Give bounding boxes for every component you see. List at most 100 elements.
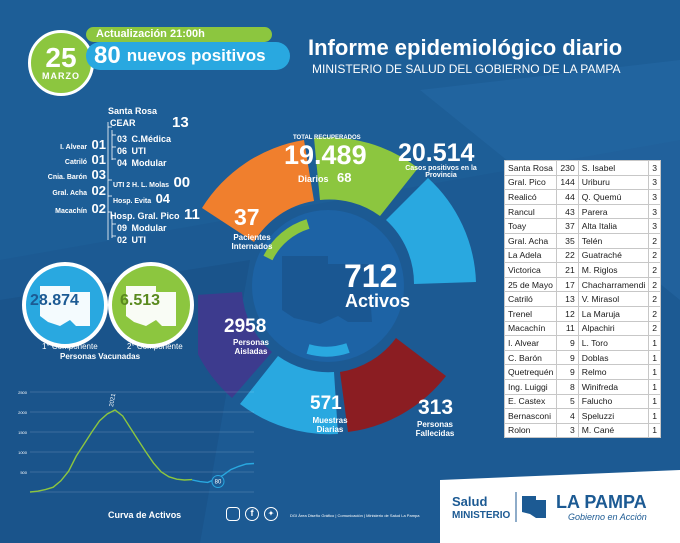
- department-count: 37: [556, 218, 579, 234]
- twitter-icon[interactable]: ✦: [264, 507, 278, 521]
- department-count: 13: [556, 291, 579, 307]
- isolated-label: Personas Aisladas: [232, 338, 270, 356]
- department-name: La Adela: [503, 247, 558, 264]
- department-name: Winifreda: [577, 378, 650, 395]
- department-name: Rolon: [503, 422, 558, 439]
- deceased-value: 313: [418, 396, 454, 419]
- instagram-icon[interactable]: [226, 507, 240, 521]
- chart-title: Curva de Activos: [108, 510, 182, 520]
- curve-tick-label: 2000: [18, 410, 28, 415]
- molas-num: 00: [173, 174, 191, 191]
- department-row: Rancul 43 Parera 3: [503, 203, 662, 220]
- department-count: 11: [556, 320, 579, 337]
- second-dose-value: 6.513: [120, 292, 161, 309]
- cear-row-label: C.Médica: [131, 134, 171, 144]
- daily-value: 68: [337, 170, 352, 185]
- curve-tick-label: 500: [20, 470, 27, 475]
- pico-label: Hosp. Gral. Pico: [110, 211, 180, 221]
- department-count: 3: [648, 160, 662, 176]
- la-pampa-map-icon: [126, 286, 176, 326]
- curve-tick-label: 2500: [18, 390, 28, 395]
- department-count: 2: [648, 305, 662, 322]
- department-name: Rancul: [503, 203, 558, 220]
- curve-end-marker: [211, 475, 225, 489]
- curve-series-2020: [29, 409, 193, 493]
- la-pampa-map-icon: [40, 286, 90, 326]
- daily-recovered: Diarios 68: [298, 170, 352, 185]
- cear-row-num: 03: [117, 134, 128, 144]
- evita-row: Hosp. Evita 04: [113, 190, 170, 208]
- department-count: 43: [556, 203, 579, 220]
- department-count: 1: [648, 378, 662, 395]
- department-count: 21: [556, 262, 579, 278]
- pico-sub-num: 02: [117, 235, 128, 245]
- gobierno-text: Gobierno en Acción: [568, 512, 647, 522]
- santa-rosa-label: Santa Rosa: [108, 106, 158, 116]
- stats-wheel: [198, 137, 476, 435]
- department-name: Quetrequén: [503, 364, 558, 380]
- department-row: E. Castex 5 Falucho 1: [503, 393, 662, 410]
- department-name: E. Castex: [503, 393, 558, 410]
- department-name: Bernasconi: [503, 408, 558, 424]
- facebook-icon[interactable]: f: [245, 507, 259, 521]
- daily-label: Diarios: [298, 174, 329, 184]
- department-name: Alpachiri: [577, 320, 650, 337]
- department-count: 230: [556, 160, 579, 176]
- department-name: Guatraché: [577, 247, 650, 264]
- positives-label: Casos positivos en la Provincia: [405, 165, 477, 179]
- department-name: Alta Italia: [577, 218, 650, 234]
- date-badge: 25 MARZO: [28, 30, 94, 96]
- department-name: I. Alvear: [503, 335, 558, 351]
- vaccinated-caption: Personas Vacunadas: [60, 352, 141, 361]
- department-name: Speluzzi: [577, 408, 650, 424]
- curve-series-2021: [192, 462, 255, 484]
- department-name: Relmo: [577, 364, 650, 380]
- internados-label: Pacientes Internados: [231, 233, 273, 251]
- pico-sub-label: Modular: [131, 223, 167, 233]
- department-name: Gral. Pico: [503, 174, 558, 191]
- pico-row: Hosp. Gral. Pico 11: [110, 206, 200, 224]
- date-month: MARZO: [42, 71, 80, 81]
- department-count: 2: [648, 320, 662, 337]
- department-name: M. Riglos: [577, 262, 650, 278]
- department-row: Realicó 44 Q. Quemú 3: [503, 189, 662, 205]
- department-name: La Maruja: [577, 305, 650, 322]
- department-name: Uriburu: [577, 174, 650, 191]
- department-count: 4: [556, 408, 579, 424]
- isolated-value: 2958: [224, 316, 267, 337]
- department-row: Gral. Acha 35 Telén 2: [503, 232, 662, 249]
- cear-row-label: UTI: [131, 146, 146, 156]
- department-row: Ing. Luiggi 8 Winifreda 1: [503, 378, 662, 395]
- department-count: 9: [556, 349, 579, 366]
- department-count: 2: [648, 291, 662, 307]
- department-row: Santa Rosa 230 S. Isabel 3: [503, 160, 662, 176]
- department-name: Macachín: [503, 320, 558, 337]
- second-dose-circle: [108, 262, 194, 348]
- curve-peak-label: 2021: [109, 393, 117, 408]
- active-curve-chart: 2500 2000 1500 1000 500 80 2021: [18, 390, 255, 493]
- department-count: 1: [648, 335, 662, 351]
- department-count: 2: [648, 232, 662, 249]
- hospital-tree-lines: [107, 122, 116, 240]
- deceased-segment: [340, 338, 446, 432]
- department-name: Realicó: [503, 189, 558, 205]
- cear-row-num: 04: [117, 158, 128, 168]
- department-row: Trenel 12 La Maruja 2: [503, 305, 662, 322]
- department-count: 3: [648, 218, 662, 234]
- curve-tick-label: 1500: [18, 430, 28, 435]
- update-time: Actualización 21:00h: [86, 27, 272, 42]
- salud-text: Salud: [452, 494, 488, 509]
- location-item: Catriló 01: [40, 151, 106, 169]
- first-dose-circle: [22, 262, 108, 348]
- new-positives-value: 80: [94, 42, 121, 69]
- deceased-label: Personas Fallecidas: [415, 420, 455, 438]
- location-num: 01: [91, 152, 106, 167]
- date-day: 25: [45, 42, 77, 73]
- page-title: Informe epidemiológico diario: [308, 35, 623, 60]
- department-count: 44: [556, 189, 579, 205]
- ministerio-text: MINISTERIO: [452, 510, 511, 521]
- department-count: 2: [648, 276, 662, 293]
- department-count: 1: [648, 349, 662, 366]
- cear-row: 03 C.Médica: [117, 129, 171, 147]
- curve-end-label: 80: [215, 480, 222, 486]
